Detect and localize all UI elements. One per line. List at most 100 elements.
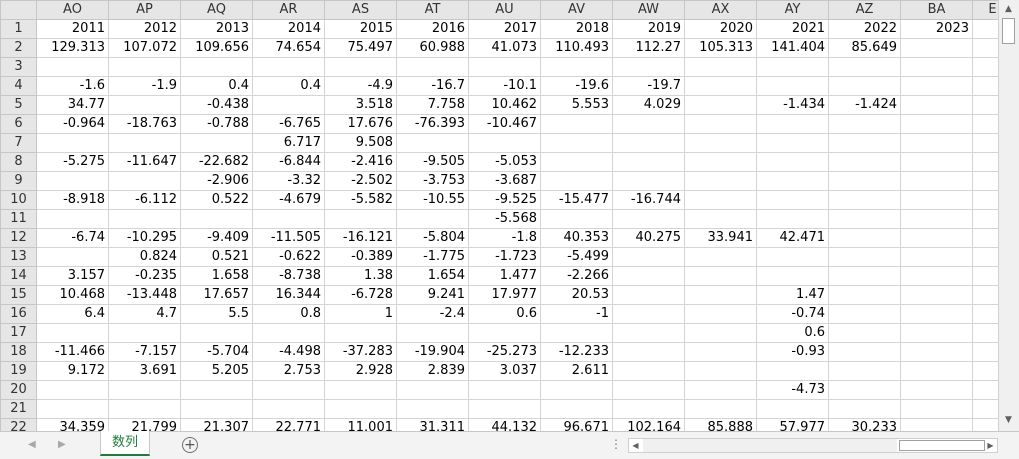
cell[interactable]: -11.505 — [252, 228, 325, 248]
cell[interactable]: 30.233 — [828, 418, 901, 431]
cell[interactable] — [612, 247, 685, 267]
cell[interactable]: -6.74 — [36, 228, 109, 248]
cell[interactable] — [900, 399, 973, 419]
cell[interactable]: 110.493 — [540, 38, 613, 58]
cell[interactable]: -5.568 — [468, 209, 541, 229]
cell[interactable]: -4.9 — [324, 76, 397, 96]
cell[interactable]: -2.502 — [324, 171, 397, 191]
cell[interactable] — [396, 323, 469, 343]
cell[interactable]: 6.717 — [252, 133, 325, 153]
row-header[interactable]: 5 — [0, 95, 37, 115]
cell[interactable] — [828, 114, 901, 134]
cell[interactable] — [324, 57, 397, 77]
cell[interactable]: 0.4 — [180, 76, 253, 96]
cell[interactable]: 1 — [324, 304, 397, 324]
cell[interactable]: 2.839 — [396, 361, 469, 381]
cell[interactable] — [900, 38, 973, 58]
cell[interactable] — [900, 228, 973, 248]
cell[interactable]: -10.467 — [468, 114, 541, 134]
cell[interactable] — [828, 190, 901, 210]
cell[interactable]: 5.5 — [180, 304, 253, 324]
cell[interactable]: -3.753 — [396, 171, 469, 191]
cell[interactable] — [612, 342, 685, 362]
cell[interactable]: -8.738 — [252, 266, 325, 286]
cell[interactable] — [396, 399, 469, 419]
cell[interactable] — [396, 380, 469, 400]
cell[interactable] — [108, 171, 181, 191]
cell[interactable]: 9.508 — [324, 133, 397, 153]
cell[interactable]: -5.053 — [468, 152, 541, 172]
cell[interactable]: 3.037 — [468, 361, 541, 381]
cell[interactable] — [972, 399, 998, 419]
cell[interactable]: -4.679 — [252, 190, 325, 210]
column-header[interactable]: E — [972, 0, 998, 20]
cell[interactable] — [108, 57, 181, 77]
column-header[interactable]: AO — [36, 0, 109, 20]
column-header[interactable]: AX — [684, 0, 757, 20]
cell[interactable]: -5.582 — [324, 190, 397, 210]
column-header[interactable]: AT — [396, 0, 469, 20]
cell[interactable]: -4.73 — [756, 380, 829, 400]
cell[interactable]: -19.904 — [396, 342, 469, 362]
cell[interactable]: 85.649 — [828, 38, 901, 58]
cell[interactable]: -16.744 — [612, 190, 685, 210]
cell-table[interactable]: AO AP AQ AR AS AT AU AV AW AX AY AZ BA E 1 2011 2012 201… — [0, 0, 998, 431]
cell[interactable]: 1.47 — [756, 285, 829, 305]
cell[interactable] — [756, 133, 829, 153]
row-header[interactable]: 15 — [0, 285, 37, 305]
cell[interactable]: -1.424 — [828, 95, 901, 115]
cell[interactable]: -19.6 — [540, 76, 613, 96]
cell[interactable]: 129.313 — [36, 38, 109, 58]
cell[interactable]: 17.977 — [468, 285, 541, 305]
cell[interactable]: 2.611 — [540, 361, 613, 381]
cell[interactable]: 2017 — [468, 19, 541, 39]
cell[interactable]: 11.001 — [324, 418, 397, 431]
cell[interactable] — [900, 361, 973, 381]
cell[interactable] — [972, 418, 998, 431]
cell[interactable] — [900, 171, 973, 191]
cell[interactable]: 2.928 — [324, 361, 397, 381]
row-header[interactable]: 7 — [0, 133, 37, 153]
cell[interactable]: 42.471 — [756, 228, 829, 248]
cell[interactable]: 0.824 — [108, 247, 181, 267]
cell[interactable]: 0.6 — [756, 323, 829, 343]
cell[interactable] — [252, 380, 325, 400]
horizontal-scroll-thumb[interactable] — [899, 440, 985, 451]
column-header[interactable]: AR — [252, 0, 325, 20]
cell[interactable] — [828, 133, 901, 153]
cell[interactable]: 22.771 — [252, 418, 325, 431]
vertical-scroll-thumb[interactable] — [1002, 18, 1015, 44]
cell[interactable]: -2.416 — [324, 152, 397, 172]
cell[interactable]: 31.311 — [396, 418, 469, 431]
cell[interactable] — [756, 152, 829, 172]
cell[interactable] — [900, 304, 973, 324]
scroll-right-arrow-icon[interactable]: ▶ — [987, 441, 994, 450]
cell[interactable] — [828, 342, 901, 362]
cell[interactable]: 34.77 — [36, 95, 109, 115]
row-header[interactable]: 4 — [0, 76, 37, 96]
cell[interactable] — [396, 209, 469, 229]
cell[interactable]: 33.941 — [684, 228, 757, 248]
row-header[interactable]: 3 — [0, 57, 37, 77]
cell[interactable]: 60.988 — [396, 38, 469, 58]
cell[interactable]: 107.072 — [108, 38, 181, 58]
cell[interactable]: 74.654 — [252, 38, 325, 58]
cell[interactable]: -1.723 — [468, 247, 541, 267]
cell[interactable]: -11.466 — [36, 342, 109, 362]
cell[interactable]: 57.977 — [756, 418, 829, 431]
cell[interactable] — [972, 380, 998, 400]
cell[interactable]: -10.295 — [108, 228, 181, 248]
cell[interactable] — [900, 57, 973, 77]
cell[interactable] — [684, 76, 757, 96]
cell[interactable] — [468, 399, 541, 419]
cell[interactable] — [900, 209, 973, 229]
cell[interactable]: -6.765 — [252, 114, 325, 134]
cell[interactable] — [900, 323, 973, 343]
cell[interactable] — [612, 171, 685, 191]
column-header[interactable]: AY — [756, 0, 829, 20]
column-header[interactable]: AV — [540, 0, 613, 20]
cell[interactable]: -1.434 — [756, 95, 829, 115]
column-header[interactable]: AP — [108, 0, 181, 20]
cell[interactable]: 1.658 — [180, 266, 253, 286]
cell[interactable] — [684, 380, 757, 400]
